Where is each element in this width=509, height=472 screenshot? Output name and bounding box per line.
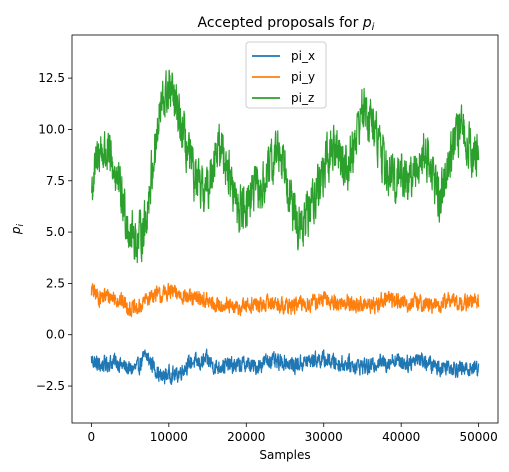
y-tick-label: 7.5 <box>46 174 65 188</box>
y-axis-title-sub: i <box>16 223 26 226</box>
chart-title-math: p <box>362 15 372 31</box>
x-tick-label: 30000 <box>305 430 343 444</box>
chart-title: Accepted proposals for pi <box>198 15 375 33</box>
y-tick-label: −2.5 <box>36 379 65 393</box>
legend-label: pi_x <box>291 49 315 63</box>
x-axis-title: Samples <box>259 448 310 462</box>
x-axis: 0 10000 20000 30000 40000 50000 <box>88 423 498 444</box>
y-tick-label: 0.0 <box>46 328 65 342</box>
x-tick-label: 50000 <box>460 430 498 444</box>
y-axis-title-base: p <box>9 226 23 235</box>
series-layer <box>90 69 480 385</box>
legend-items: pi_x pi_y pi_z <box>252 49 315 105</box>
y-tick-label: 2.5 <box>46 276 65 290</box>
x-tick-label: 20000 <box>227 430 265 444</box>
legend-label: pi_y <box>291 70 315 84</box>
y-tick-label: 5.0 <box>46 225 65 239</box>
chart-title-prefix: Accepted proposals for <box>198 15 363 31</box>
y-axis-title: pi <box>9 223 26 235</box>
series-line-pi-z <box>90 69 480 264</box>
legend-label: pi_z <box>291 91 314 105</box>
chart-title-math-sub: i <box>372 22 375 33</box>
x-tick-label: 40000 <box>382 430 420 444</box>
legend-frame <box>245 41 327 109</box>
legend: pi_x pi_y pi_z <box>245 41 327 109</box>
y-axis: −2.5 0.0 2.5 5.0 7.5 10.0 12.5 <box>36 71 72 393</box>
x-tick-label: 10000 <box>150 430 188 444</box>
x-tick-label: 0 <box>88 430 96 444</box>
y-tick-label: 10.0 <box>38 122 65 136</box>
y-tick-label: 12.5 <box>38 71 65 85</box>
plot-frame <box>71 34 499 424</box>
series-line-pi-x <box>90 348 480 385</box>
series-line-pi-y <box>90 282 480 318</box>
